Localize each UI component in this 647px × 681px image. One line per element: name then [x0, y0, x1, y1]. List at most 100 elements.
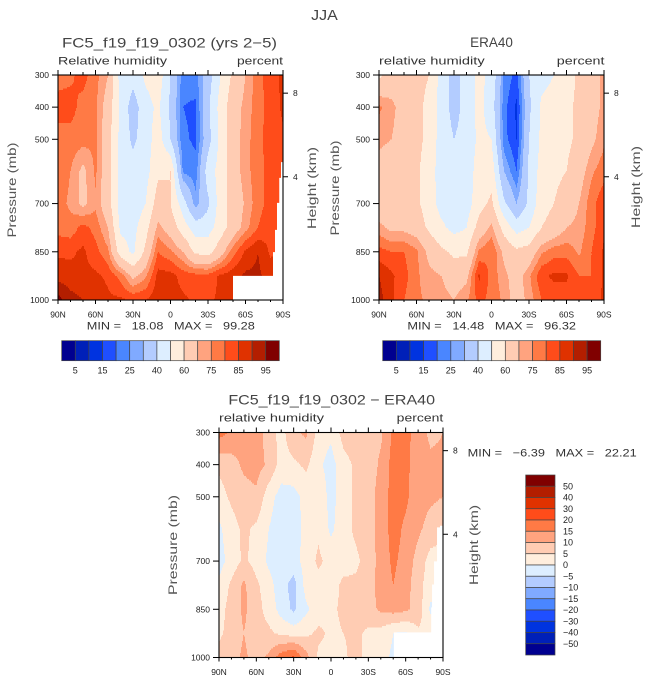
contour-cell	[172, 261, 185, 263]
contour-cell	[438, 76, 450, 79]
contour-cell	[449, 79, 461, 82]
contour-cell	[570, 150, 592, 152]
contour-cell	[597, 198, 605, 200]
contour-cell	[126, 277, 133, 280]
contour-cell	[379, 108, 383, 110]
contour-cell	[103, 235, 110, 238]
contour-cell	[118, 162, 151, 164]
contour-cell	[102, 177, 112, 179]
contour-cell	[207, 211, 217, 214]
contour-cell	[146, 202, 155, 205]
contour-cell	[199, 201, 210, 203]
contour-cell	[243, 243, 255, 245]
contour-cell	[503, 121, 508, 124]
contour-cell	[523, 210, 535, 212]
contour-cell	[86, 180, 96, 182]
contour-cell	[379, 180, 421, 182]
contour-cell	[525, 100, 532, 103]
contour-cell	[503, 192, 514, 194]
contour-cell	[146, 199, 155, 202]
contour-cell	[475, 117, 486, 119]
contour-cell	[177, 139, 181, 142]
contour-cell	[105, 93, 114, 95]
contour-cell	[180, 115, 187, 118]
contour-cell	[253, 201, 265, 203]
contour-cell	[520, 108, 523, 110]
contour-cell	[458, 123, 476, 125]
contour-cell	[73, 159, 94, 161]
contour-cell	[129, 103, 139, 106]
contour-cell	[216, 178, 228, 181]
contour-cell	[540, 117, 574, 119]
contour-cell	[264, 156, 284, 158]
contour-cell	[543, 223, 572, 226]
contour-cell	[58, 79, 75, 82]
contour-cell	[477, 222, 500, 224]
contour-cell	[475, 81, 486, 83]
contour-cell	[436, 190, 474, 193]
contour-cell	[201, 163, 207, 166]
contour-cell	[180, 103, 187, 106]
contour-cell	[58, 144, 98, 146]
contour-cell	[232, 258, 242, 260]
contour-cell	[173, 213, 183, 215]
contour-cell	[444, 222, 468, 224]
contour-cell	[420, 201, 437, 203]
contour-cell	[210, 97, 219, 100]
contour-cell	[475, 102, 485, 104]
contour-cell	[203, 112, 211, 115]
contour-cell	[449, 105, 461, 107]
contour-cell	[436, 187, 474, 190]
contour-cell	[484, 90, 496, 92]
contour-cell	[58, 178, 70, 181]
contour-cell	[181, 190, 191, 193]
contour-cell	[537, 172, 566, 175]
contour-cell	[86, 171, 95, 173]
contour-cell	[180, 163, 183, 166]
contour-cell	[264, 100, 281, 103]
contour-cell	[484, 112, 496, 115]
contour-cell	[536, 193, 557, 196]
contour-cell	[241, 112, 253, 115]
contour-cell	[61, 235, 73, 238]
contour-cell	[602, 186, 605, 188]
contour-cell	[118, 252, 132, 254]
contour-cell	[381, 109, 396, 112]
contour-cell	[522, 127, 525, 130]
contour-cell	[188, 207, 209, 209]
contour-cell	[515, 114, 518, 116]
contour-cell	[103, 234, 110, 236]
contour-cell	[129, 291, 141, 293]
contour-cell	[198, 165, 201, 167]
contour-cell	[131, 264, 136, 266]
contour-cell	[525, 105, 532, 107]
contour-cell	[423, 246, 442, 248]
contour-cell	[468, 220, 478, 223]
contour-cell	[468, 219, 479, 221]
contour-cell	[522, 171, 529, 173]
contour-cell	[279, 82, 284, 85]
contour-cell	[519, 135, 523, 137]
contour-cell	[110, 243, 117, 245]
contour-cell	[523, 159, 529, 161]
contour-cell	[84, 247, 99, 250]
contour-cell	[551, 79, 576, 82]
contour-cell	[170, 127, 178, 130]
contour-cell	[140, 273, 148, 275]
contour-cell	[86, 253, 102, 256]
contour-cell	[251, 174, 265, 176]
contour-cell	[187, 184, 195, 187]
contour-cell	[139, 108, 155, 110]
contour-cell	[379, 202, 421, 205]
contour-cell	[72, 235, 95, 238]
contour-cell	[162, 132, 171, 134]
contour-cell	[95, 177, 97, 179]
contour-cell	[160, 105, 170, 107]
contour-cell	[263, 207, 284, 209]
contour-cell	[473, 183, 497, 185]
contour-cell	[227, 213, 243, 215]
contour-cell	[530, 79, 552, 82]
contour-cell	[112, 120, 120, 122]
contour-cell	[243, 211, 252, 214]
contour-cell	[594, 238, 605, 241]
